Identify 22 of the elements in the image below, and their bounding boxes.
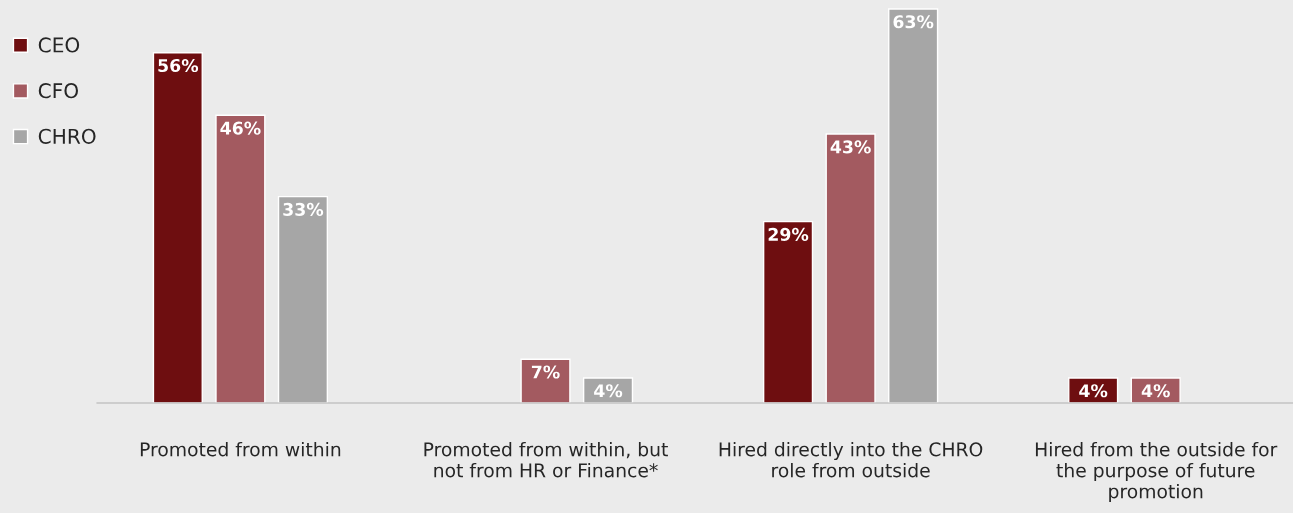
bar bbox=[215, 114, 266, 403]
x-tick-label: Promoted from within, but not from HR or Finance* bbox=[424, 441, 668, 478]
legend-label: CHRO bbox=[38, 128, 96, 144]
x-tick-label: Hired directly into the CHRO role from outside bbox=[719, 441, 983, 478]
legend-label: CEO bbox=[38, 37, 80, 53]
x-tick-label: Hired from the outside for the purpose of future promotion bbox=[1035, 441, 1278, 503]
data-label: 4% bbox=[1141, 384, 1170, 398]
x-tick-label: Promoted from within bbox=[140, 441, 341, 457]
data-label: 56% bbox=[158, 58, 199, 73]
data-label: 46% bbox=[220, 121, 261, 135]
data-label: 33% bbox=[283, 202, 324, 216]
bar bbox=[520, 358, 571, 403]
bar bbox=[825, 133, 876, 403]
legend-label: CFO bbox=[38, 83, 78, 99]
data-label: 4% bbox=[1079, 384, 1108, 398]
data-label: 4% bbox=[594, 384, 623, 398]
data-label: 43% bbox=[830, 140, 871, 154]
data-label: 7% bbox=[531, 365, 560, 379]
data-label: 63% bbox=[893, 15, 934, 29]
bar bbox=[152, 52, 203, 403]
bar bbox=[762, 220, 814, 403]
data-label: 29% bbox=[768, 227, 809, 241]
